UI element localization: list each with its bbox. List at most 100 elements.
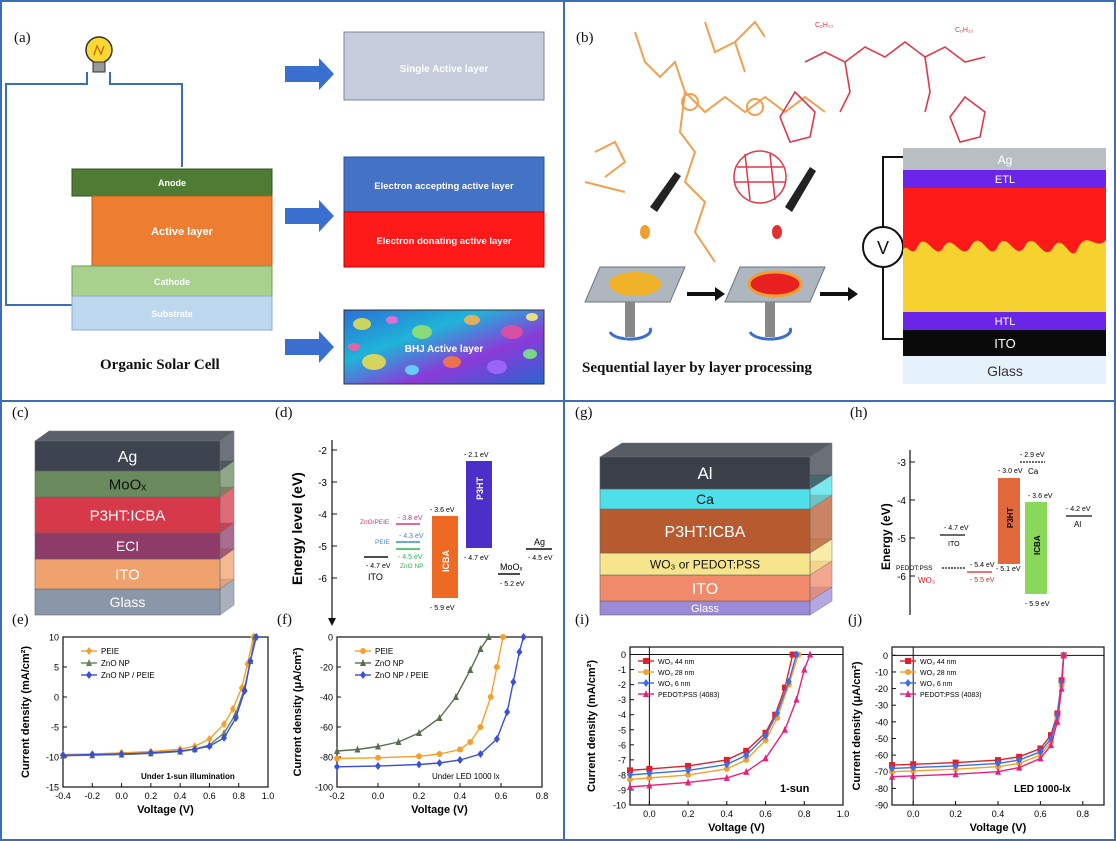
data-point <box>477 750 484 758</box>
stack-layer-label: Ag <box>118 449 138 466</box>
data-point <box>241 687 248 695</box>
plot-frame <box>629 646 844 806</box>
data-point <box>1054 711 1061 720</box>
ca-val: - 2.9 eV <box>1020 452 1045 459</box>
data-point <box>504 708 511 716</box>
layer-top <box>599 442 833 458</box>
y-tick-label: -10 <box>875 667 888 677</box>
y-tick-label: 0 <box>621 650 626 660</box>
data-point <box>889 772 895 780</box>
legend-marker <box>360 659 366 666</box>
panel-e-label: (e) <box>12 612 29 628</box>
panel-h-label: (h) <box>850 405 868 421</box>
y-tick-label: -3 <box>618 695 626 705</box>
plot-frame <box>62 636 269 788</box>
y-tick-label: -20 <box>875 684 888 694</box>
icba-bot: - 5.9 eV <box>430 605 455 612</box>
ag-layer <box>903 148 1106 170</box>
data-point <box>889 764 895 773</box>
substrate-layer <box>71 295 273 331</box>
data-point <box>457 746 463 753</box>
y-tick-label: -50 <box>875 734 888 744</box>
arrow-icon <box>285 331 334 363</box>
x-tick-label: 1.0 <box>262 791 275 801</box>
data-point <box>910 763 917 772</box>
panel-b-caption: Sequential layer by layer processing <box>582 360 813 376</box>
circuit-wire <box>882 156 903 340</box>
active-layer <box>91 195 273 267</box>
x-axis-label: Voltage (V) <box>970 822 1027 834</box>
data-point <box>1016 763 1023 771</box>
x-tick-label: 0.2 <box>413 791 426 801</box>
y-tick-label: -30 <box>875 701 888 711</box>
data-point <box>334 762 340 771</box>
data-point <box>762 754 769 762</box>
x-tick-label: -0.2 <box>85 791 101 801</box>
data-point <box>334 755 340 762</box>
data-point <box>627 767 633 774</box>
data-point <box>723 773 730 781</box>
series-1 <box>627 651 802 783</box>
energy-ticks: -2 -3 -4 -5 -6 <box>318 446 337 585</box>
x-tick-label: 0.0 <box>115 791 128 801</box>
legend-marker <box>905 679 911 687</box>
legend-label: PEDOT:PSS (4083) <box>658 692 719 699</box>
energy-axis-label: Energy level (eV) <box>289 472 305 585</box>
wo3-label: WO₃ <box>918 576 935 585</box>
data-point <box>1016 756 1023 765</box>
data-point <box>743 747 750 754</box>
data-point <box>1037 747 1044 756</box>
legend-marker <box>643 679 649 687</box>
ag-label: Ag <box>534 537 545 547</box>
process-arrow-icon <box>820 287 858 301</box>
stack-layer-label: ITO <box>692 581 718 598</box>
y-tick-label: 0 <box>328 633 333 643</box>
ito-val: - 4.7 eV <box>944 525 969 532</box>
wo3-val: - 5.5 eV <box>970 577 995 584</box>
axis-arrow-icon <box>328 618 336 626</box>
data-point <box>793 695 800 703</box>
data-point <box>646 769 653 778</box>
data-point <box>646 774 653 781</box>
stack-layer-label: ITO <box>115 566 140 583</box>
fullerene-icon <box>733 150 787 204</box>
stack-layer-label: Glass <box>691 603 720 615</box>
y-tick-label: -5 <box>618 725 626 735</box>
series-2 <box>889 651 1067 773</box>
blend-interface <box>903 188 1106 254</box>
series-0 <box>334 634 507 762</box>
x-tick-label: -0.4 <box>55 791 71 801</box>
al-label: Al <box>1074 520 1081 529</box>
chart-note: Under LED 1000 lx <box>432 772 500 781</box>
legend-marker <box>86 659 92 666</box>
acceptor-label: Electron accepting active layer <box>374 181 514 192</box>
bhj-label: BHJ Active layer <box>405 344 484 355</box>
pipette-icon <box>785 167 816 212</box>
data-point <box>485 633 492 640</box>
stack-layer-label: P3HT:ICBA <box>90 507 166 524</box>
stack-layer <box>599 508 811 554</box>
x-axis-label: Voltage (V) <box>411 804 468 816</box>
tick-label: -5 <box>318 542 327 553</box>
etl-label: ETL <box>995 174 1015 186</box>
tick-label: -4 <box>318 510 327 521</box>
p3ht-bot: - 4.7 eV <box>464 555 489 562</box>
tick-label: -4 <box>897 496 906 507</box>
data-point <box>375 762 381 770</box>
x-tick-label: 0.0 <box>372 791 385 801</box>
panel-d-label: (d) <box>275 405 293 421</box>
process-arrow-icon <box>687 287 725 301</box>
data-point <box>646 765 653 772</box>
moox-label: MoOₓ <box>500 562 523 572</box>
drop-icon <box>772 225 782 239</box>
data-point <box>995 759 1001 768</box>
tick-label: -5 <box>897 534 906 545</box>
ag-val: - 4.5 eV <box>528 555 553 562</box>
donor-box <box>343 211 545 268</box>
series-line <box>336 636 525 768</box>
data-point <box>743 767 750 775</box>
y-tick-label: -60 <box>320 723 333 733</box>
data-point <box>1054 717 1061 725</box>
drop-icon <box>640 225 650 239</box>
cathode-layer <box>71 265 273 297</box>
